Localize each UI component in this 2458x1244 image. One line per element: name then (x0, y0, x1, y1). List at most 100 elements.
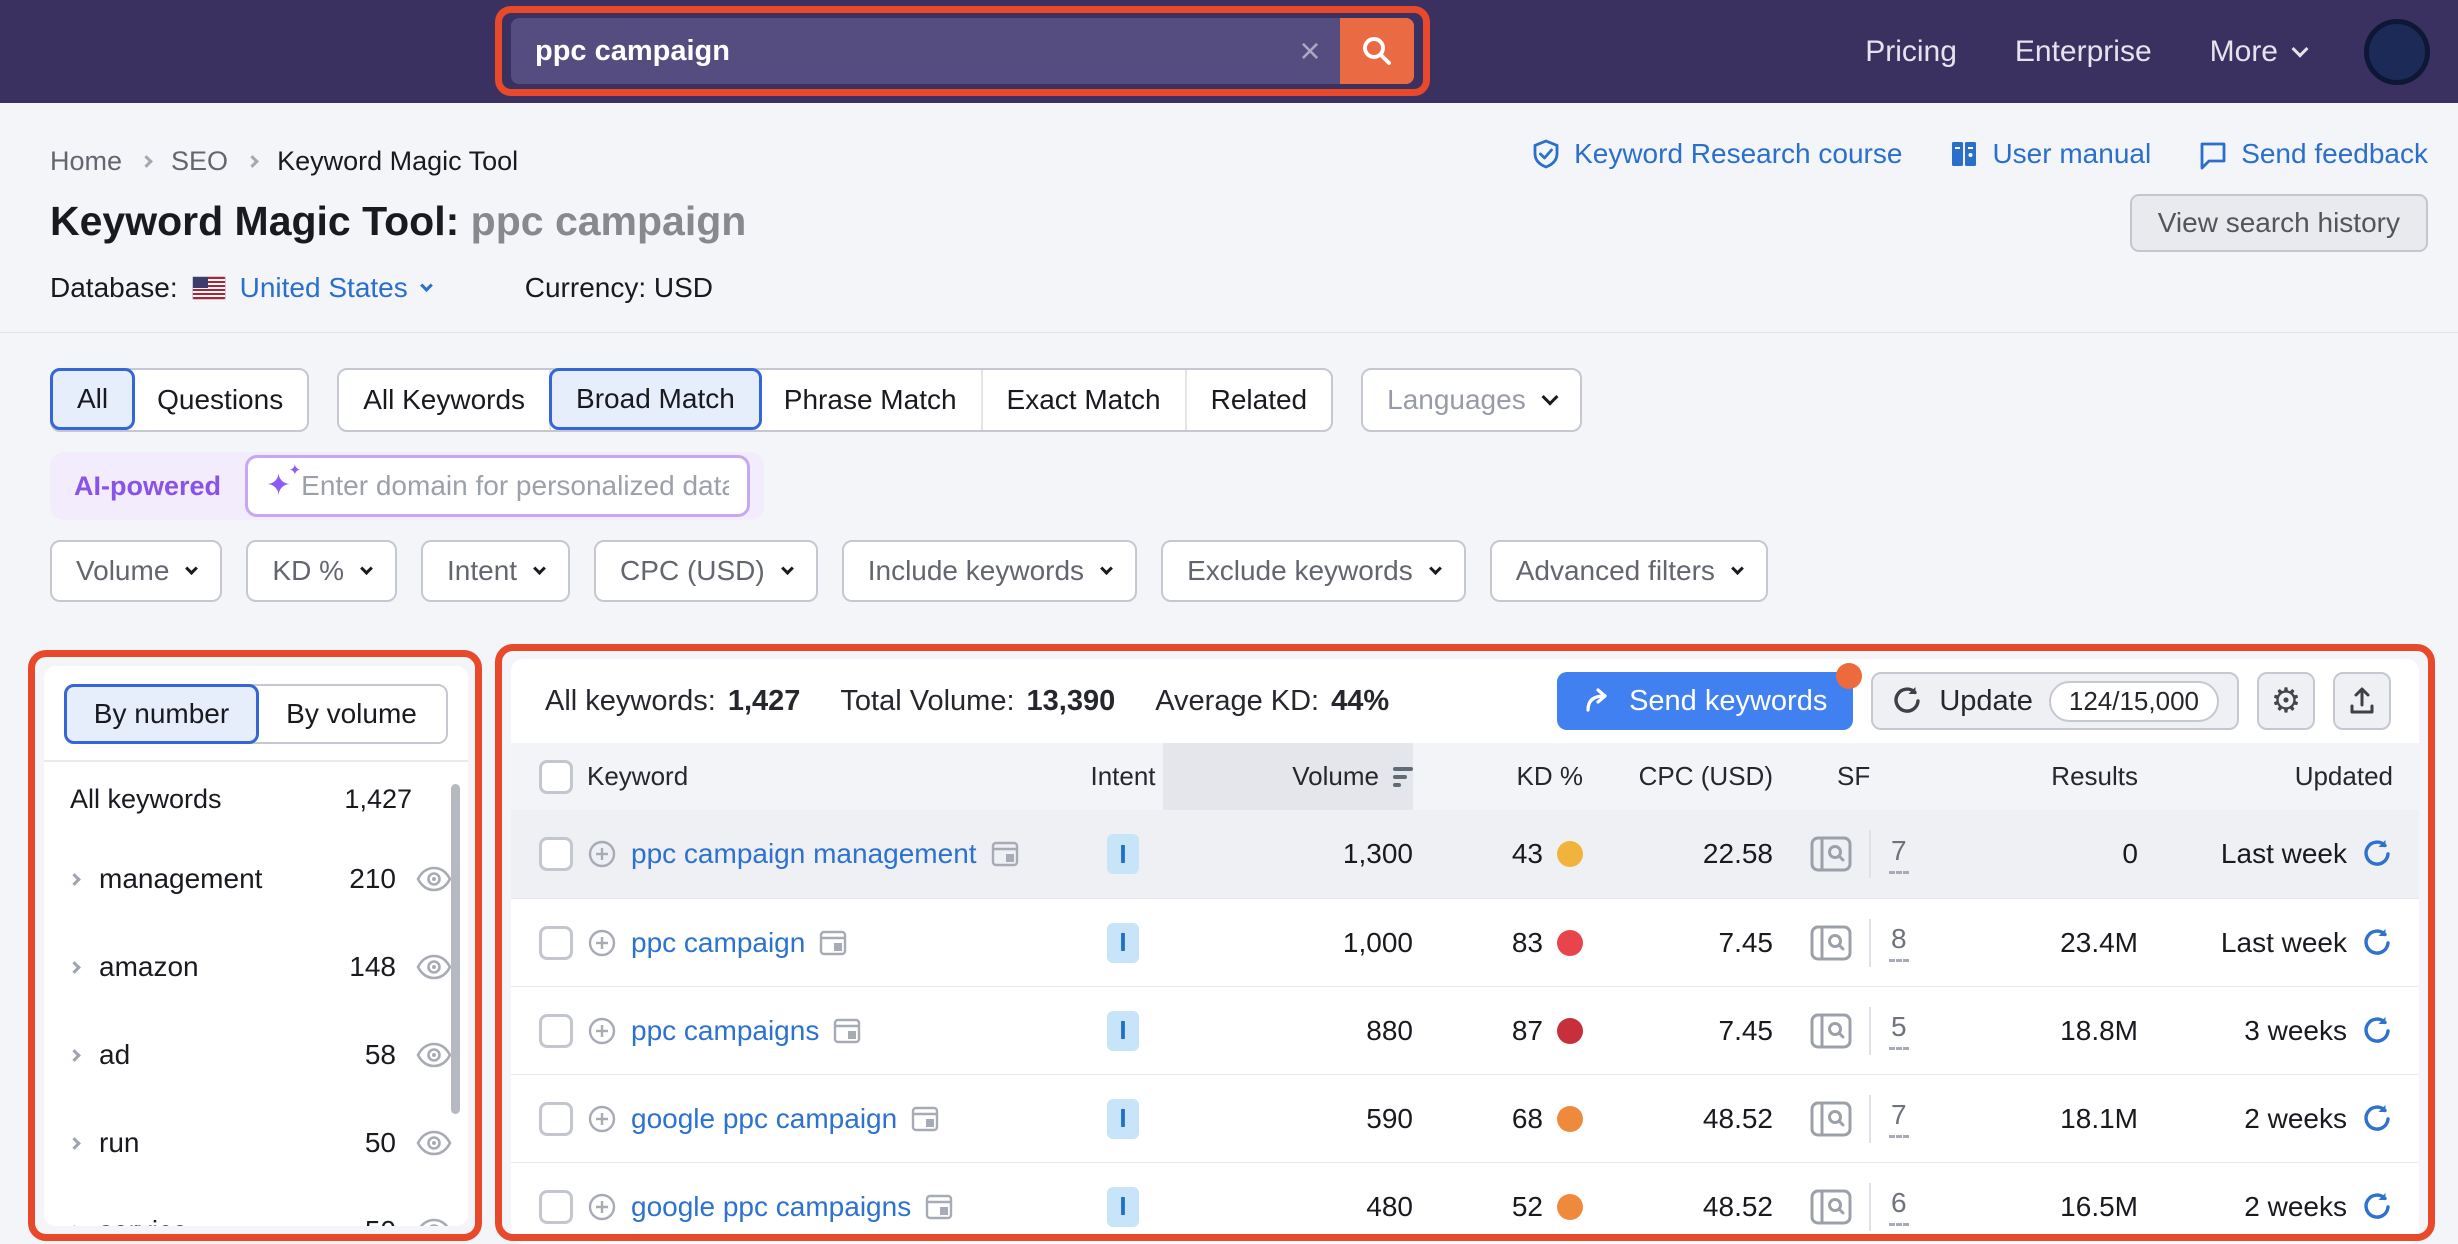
avatar[interactable] (2364, 19, 2430, 85)
eye-icon[interactable] (416, 954, 452, 980)
add-keyword-icon[interactable] (587, 928, 617, 958)
column-updated[interactable]: Updated (2138, 761, 2393, 792)
nav-more[interactable]: More (2210, 35, 2306, 69)
domain-input[interactable] (301, 470, 729, 502)
sort-descending-icon[interactable] (1393, 767, 1413, 787)
send-feedback-link[interactable]: Send feedback (2197, 138, 2428, 170)
refresh-icon[interactable] (2361, 927, 2393, 959)
keyword-link[interactable]: google ppc campaigns (631, 1191, 911, 1223)
clear-icon[interactable]: × (1280, 33, 1340, 69)
search-button[interactable] (1340, 18, 1414, 84)
row-checkbox[interactable] (539, 926, 573, 960)
expand-icon[interactable] (68, 1137, 81, 1150)
serp-mini-icon[interactable] (991, 841, 1019, 867)
sf-value[interactable]: 7 (1889, 835, 1909, 874)
serp-preview-icon[interactable] (1809, 1012, 1853, 1050)
refresh-icon[interactable] (2361, 838, 2393, 870)
export-button[interactable] (2333, 672, 2391, 730)
serp-mini-icon[interactable] (911, 1106, 939, 1132)
filter-volume[interactable]: Volume (50, 540, 222, 602)
column-sf[interactable]: SF (1773, 761, 1948, 792)
serp-mini-icon[interactable] (833, 1018, 861, 1044)
refresh-icon[interactable] (2361, 1103, 2393, 1135)
tab-broad-match[interactable]: Broad Match (549, 368, 762, 430)
tab-questions[interactable]: Questions (133, 370, 307, 430)
add-keyword-icon[interactable] (587, 839, 617, 869)
serp-preview-icon[interactable] (1809, 1100, 1853, 1138)
column-cpc[interactable]: CPC (USD) (1583, 761, 1773, 792)
send-keywords-button[interactable]: Send keywords (1557, 672, 1853, 730)
filter-kd[interactable]: KD % (246, 540, 397, 602)
row-checkbox[interactable] (539, 1014, 573, 1048)
tab-related[interactable]: Related (1187, 370, 1332, 430)
filter-intent[interactable]: Intent (421, 540, 570, 602)
serp-mini-icon[interactable] (819, 930, 847, 956)
breadcrumb-seo[interactable]: SEO (171, 146, 228, 177)
keyword-link[interactable]: ppc campaign management (631, 838, 977, 870)
sidebar-all-keywords-row[interactable]: All keywords 1,427 (44, 760, 468, 835)
toggle-by-volume[interactable]: By volume (257, 686, 446, 742)
refresh-icon[interactable] (2361, 1191, 2393, 1223)
row-checkbox[interactable] (539, 1102, 573, 1136)
toggle-by-number[interactable]: By number (64, 684, 259, 744)
group-item[interactable]: amazon 148 (44, 923, 468, 1011)
sf-value[interactable]: 6 (1889, 1187, 1909, 1226)
eye-icon[interactable] (416, 1218, 452, 1226)
search-input[interactable] (511, 18, 1280, 84)
group-item[interactable]: service 50 (44, 1187, 468, 1226)
breadcrumb-home[interactable]: Home (50, 146, 122, 177)
row-checkbox[interactable] (539, 1190, 573, 1224)
group-item[interactable]: run 50 (44, 1099, 468, 1187)
filter-cpc[interactable]: CPC (USD) (594, 540, 818, 602)
filter-include-keywords[interactable]: Include keywords (842, 540, 1137, 602)
cpc-value: 48.52 (1583, 1103, 1773, 1135)
serp-preview-icon[interactable] (1809, 835, 1853, 873)
nav-enterprise[interactable]: Enterprise (2015, 35, 2152, 69)
select-all-checkbox[interactable] (539, 760, 573, 794)
keyword-research-course-link[interactable]: Keyword Research course (1530, 138, 1902, 170)
sf-value[interactable]: 7 (1889, 1099, 1909, 1138)
expand-icon[interactable] (68, 873, 81, 886)
view-search-history-button[interactable]: View search history (2130, 194, 2428, 252)
eye-icon[interactable] (416, 866, 452, 892)
refresh-icon[interactable] (2361, 1015, 2393, 1047)
serp-preview-icon[interactable] (1809, 1188, 1853, 1226)
sidebar-scrollbar[interactable] (451, 784, 460, 1114)
add-keyword-icon[interactable] (587, 1192, 617, 1222)
tab-phrase-match[interactable]: Phrase Match (760, 370, 983, 430)
results-value: 18.1M (1948, 1103, 2138, 1135)
expand-icon[interactable] (68, 1049, 81, 1062)
expand-icon[interactable] (68, 961, 81, 974)
languages-dropdown[interactable]: Languages (1361, 368, 1582, 432)
keyword-link[interactable]: ppc campaign (631, 927, 805, 959)
serp-preview-icon[interactable] (1809, 924, 1853, 962)
serp-mini-icon[interactable] (925, 1194, 953, 1220)
settings-button[interactable]: ⚙ (2257, 672, 2315, 730)
group-item[interactable]: ad 58 (44, 1011, 468, 1099)
update-button[interactable]: Update 124/15,000 (1871, 672, 2239, 730)
column-intent[interactable]: Intent (1083, 761, 1163, 792)
filter-advanced[interactable]: Advanced filters (1490, 540, 1768, 602)
tab-all[interactable]: All (50, 368, 135, 430)
keyword-link[interactable]: google ppc campaign (631, 1103, 897, 1135)
add-keyword-icon[interactable] (587, 1104, 617, 1134)
column-kd[interactable]: KD % (1413, 761, 1583, 792)
column-volume[interactable]: Volume (1163, 743, 1413, 810)
nav-pricing[interactable]: Pricing (1865, 35, 1957, 69)
tab-exact-match[interactable]: Exact Match (983, 370, 1187, 430)
eye-icon[interactable] (416, 1042, 452, 1068)
filter-exclude-keywords[interactable]: Exclude keywords (1161, 540, 1466, 602)
group-item[interactable]: management 210 (44, 835, 468, 923)
sf-value[interactable]: 5 (1889, 1011, 1909, 1050)
tab-all-keywords[interactable]: All Keywords (339, 370, 551, 430)
keyword-link[interactable]: ppc campaigns (631, 1015, 819, 1047)
column-results[interactable]: Results (1948, 761, 2138, 792)
eye-icon[interactable] (416, 1130, 452, 1156)
expand-icon[interactable] (68, 1225, 81, 1226)
sf-value[interactable]: 8 (1889, 923, 1909, 962)
add-keyword-icon[interactable] (587, 1016, 617, 1046)
row-checkbox[interactable] (539, 837, 573, 871)
database-selector[interactable]: United States (240, 272, 431, 304)
user-manual-link[interactable]: User manual (1948, 138, 2151, 170)
column-keyword[interactable]: Keyword (587, 761, 1083, 792)
